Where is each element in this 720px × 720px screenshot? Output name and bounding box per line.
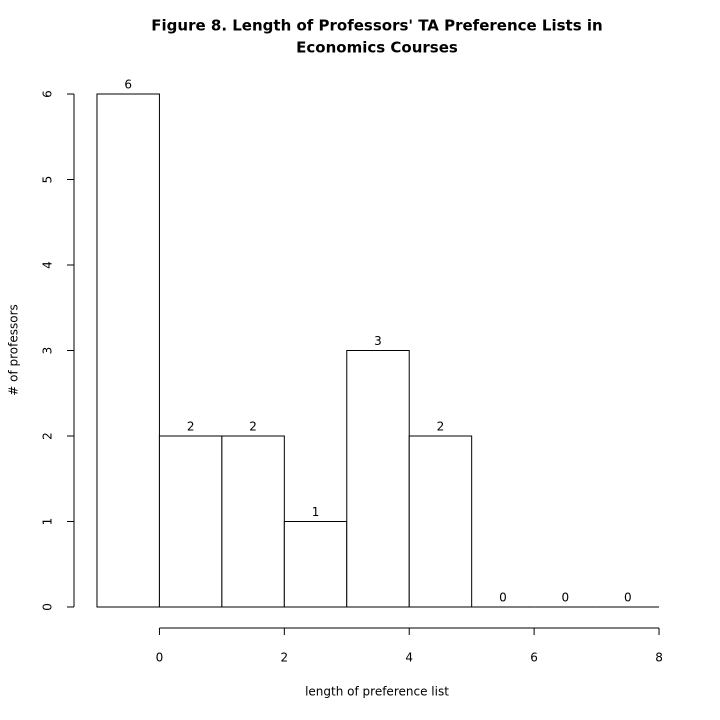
- data-label: 6: [124, 78, 132, 92]
- bar: [408, 435, 473, 608]
- data-label: 0: [624, 590, 632, 604]
- data-label: 2: [249, 419, 257, 433]
- data-label: 0: [499, 590, 507, 604]
- bar: [283, 520, 348, 608]
- bar: [221, 435, 285, 608]
- chart-subtitle: Economics Courses: [296, 39, 458, 57]
- y-axis-label: # of professors: [7, 304, 21, 396]
- y-tick-label: 4: [41, 261, 55, 269]
- data-label: 2: [437, 419, 445, 433]
- y-tick-label: 1: [41, 518, 55, 526]
- y-tick-label: 0: [41, 603, 55, 611]
- x-tick-label: 8: [655, 651, 663, 665]
- x-tick-label: 2: [281, 651, 289, 665]
- bar: [158, 435, 223, 608]
- chart-title: Figure 8. Length of Professors' TA Prefe…: [151, 17, 602, 35]
- data-label: 2: [187, 419, 195, 433]
- y-tick-label: 6: [41, 90, 55, 98]
- y-tick-label: 5: [41, 176, 55, 184]
- data-label: 3: [374, 334, 382, 348]
- y-tick-label: 2: [41, 432, 55, 440]
- x-tick-label: 4: [405, 651, 413, 665]
- x-axis-label: length of preference list: [305, 685, 449, 699]
- data-label: 1: [312, 505, 320, 519]
- bar: [96, 93, 160, 608]
- y-tick-label: 3: [41, 347, 55, 355]
- x-tick-label: 0: [156, 651, 164, 665]
- bar: [346, 350, 410, 608]
- data-label: 0: [562, 590, 570, 604]
- x-tick-label: 6: [530, 651, 538, 665]
